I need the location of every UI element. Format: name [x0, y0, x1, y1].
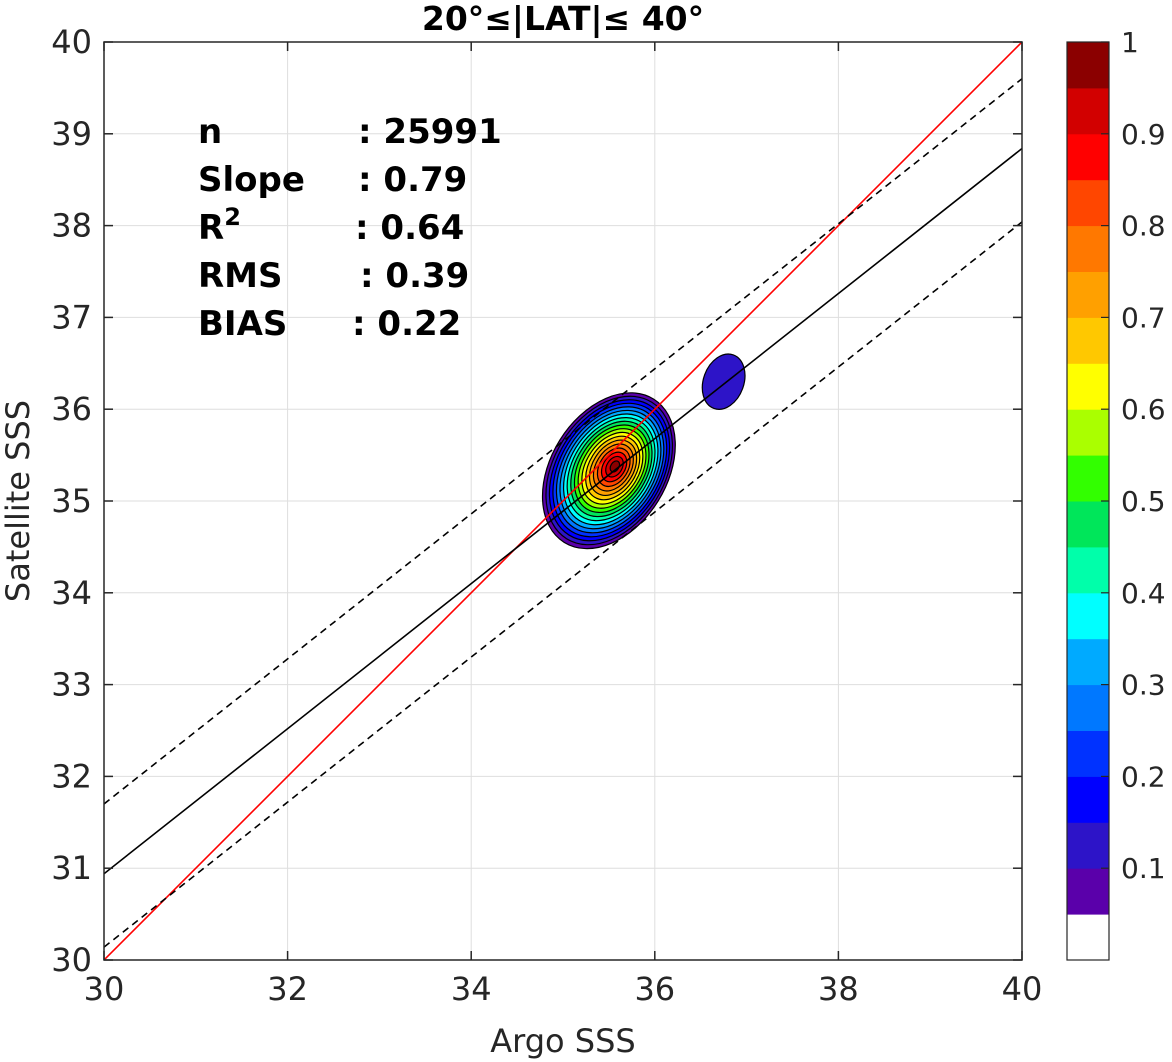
- colorbar-tick-label: 0.6: [1121, 393, 1166, 426]
- colorbar-swatch: [1067, 133, 1109, 181]
- density-contours: [541, 353, 746, 550]
- y-axis-label: Satellite SSS: [0, 400, 37, 602]
- stat-name: n: [198, 112, 222, 152]
- x-tick-label: 30: [84, 970, 125, 1008]
- colorbar-swatch: [1067, 42, 1109, 89]
- colorbar: 0.1 0.2 0.3 0.4 0.5 0.6 0.7 0.8 0.9 1: [1066, 26, 1166, 961]
- colorbar-tick-label: 0.1: [1121, 852, 1166, 885]
- colorbar-tick-label: 0.5: [1121, 485, 1166, 518]
- y-tick-label: 33: [51, 666, 92, 704]
- colorbar-tick-label: 1: [1121, 26, 1139, 59]
- stat-value: : 0.79: [358, 160, 467, 200]
- colorbar-swatch: [1067, 730, 1109, 777]
- line-fit: [104, 147, 1022, 875]
- colorbar-tick-label: 0.9: [1121, 118, 1166, 151]
- colorbar-swatch: [1067, 822, 1109, 869]
- x-axis-label: Argo SSS: [490, 1022, 635, 1060]
- colorbar-tick-label: 0.3: [1121, 669, 1166, 702]
- stat-value: : 0.39: [360, 256, 469, 296]
- colorbar-swatch: [1067, 914, 1109, 961]
- grid: [104, 42, 1022, 960]
- y-tick-labels: 30 31 32 33 34 35 36 37 38 39 40: [51, 23, 92, 979]
- colorbar-swatch: [1067, 776, 1109, 823]
- y-tick-label: 40: [51, 23, 92, 61]
- line-one-to-one: [104, 42, 1022, 960]
- density-secondary-blob: [701, 353, 746, 410]
- stat-name: BIAS: [198, 304, 287, 344]
- x-tick-label: 32: [267, 970, 308, 1008]
- y-tick-label: 38: [51, 207, 92, 245]
- colorbar-swatch: [1067, 868, 1109, 915]
- x-tick-label: 40: [1002, 970, 1043, 1008]
- stat-value: : 0.64: [355, 208, 464, 248]
- x-tick-label: 36: [634, 970, 675, 1008]
- colorbar-swatch: [1067, 455, 1109, 502]
- axis-ticks: [103, 41, 1023, 961]
- colorbar-swatch: [1067, 271, 1109, 318]
- y-tick-label: 36: [51, 390, 92, 428]
- colorbar-swatch: [1067, 225, 1109, 272]
- y-tick-label: 32: [51, 757, 92, 795]
- y-tick-label: 37: [51, 298, 92, 336]
- y-tick-label: 31: [51, 849, 92, 887]
- colorbar-tick-label: 0.2: [1121, 760, 1166, 793]
- colorbar-swatch: [1067, 546, 1109, 594]
- colorbar-swatch: [1067, 684, 1109, 731]
- y-tick-label: 34: [51, 574, 92, 612]
- stat-name: RMS: [198, 256, 283, 296]
- y-tick-label: 35: [51, 482, 92, 520]
- x-tick-labels: 30 32 34 36 38 40: [84, 970, 1043, 1008]
- colorbar-swatch: [1067, 87, 1109, 135]
- colorbar-swatch: [1067, 638, 1109, 686]
- colorbar-swatch: [1067, 592, 1109, 640]
- regression-lines: [104, 42, 1022, 960]
- colorbar-swatch: [1067, 317, 1109, 364]
- colorbar-swatch: [1067, 501, 1109, 548]
- x-tick-label: 34: [451, 970, 492, 1008]
- colorbar-tick-label: 0.8: [1121, 210, 1166, 243]
- chart-title: 20°≤|LAT|≤ 40°: [422, 0, 704, 38]
- colorbar-tick-label: 0.7: [1121, 301, 1166, 334]
- line-fit-: [104, 221, 1022, 948]
- stat-value: : 25991: [358, 112, 502, 152]
- y-tick-label: 39: [51, 115, 92, 153]
- line-fit+: [104, 78, 1022, 805]
- stat-value: : 0.22: [352, 304, 461, 344]
- colorbar-swatch: [1067, 363, 1109, 410]
- stat-name: Slope: [198, 160, 305, 200]
- y-tick-label: 30: [51, 941, 92, 979]
- x-tick-label: 38: [818, 970, 859, 1008]
- colorbar-swatch: [1067, 409, 1109, 456]
- colorbar-swatch: [1067, 179, 1109, 227]
- colorbar-tick-label: 0.4: [1121, 577, 1166, 610]
